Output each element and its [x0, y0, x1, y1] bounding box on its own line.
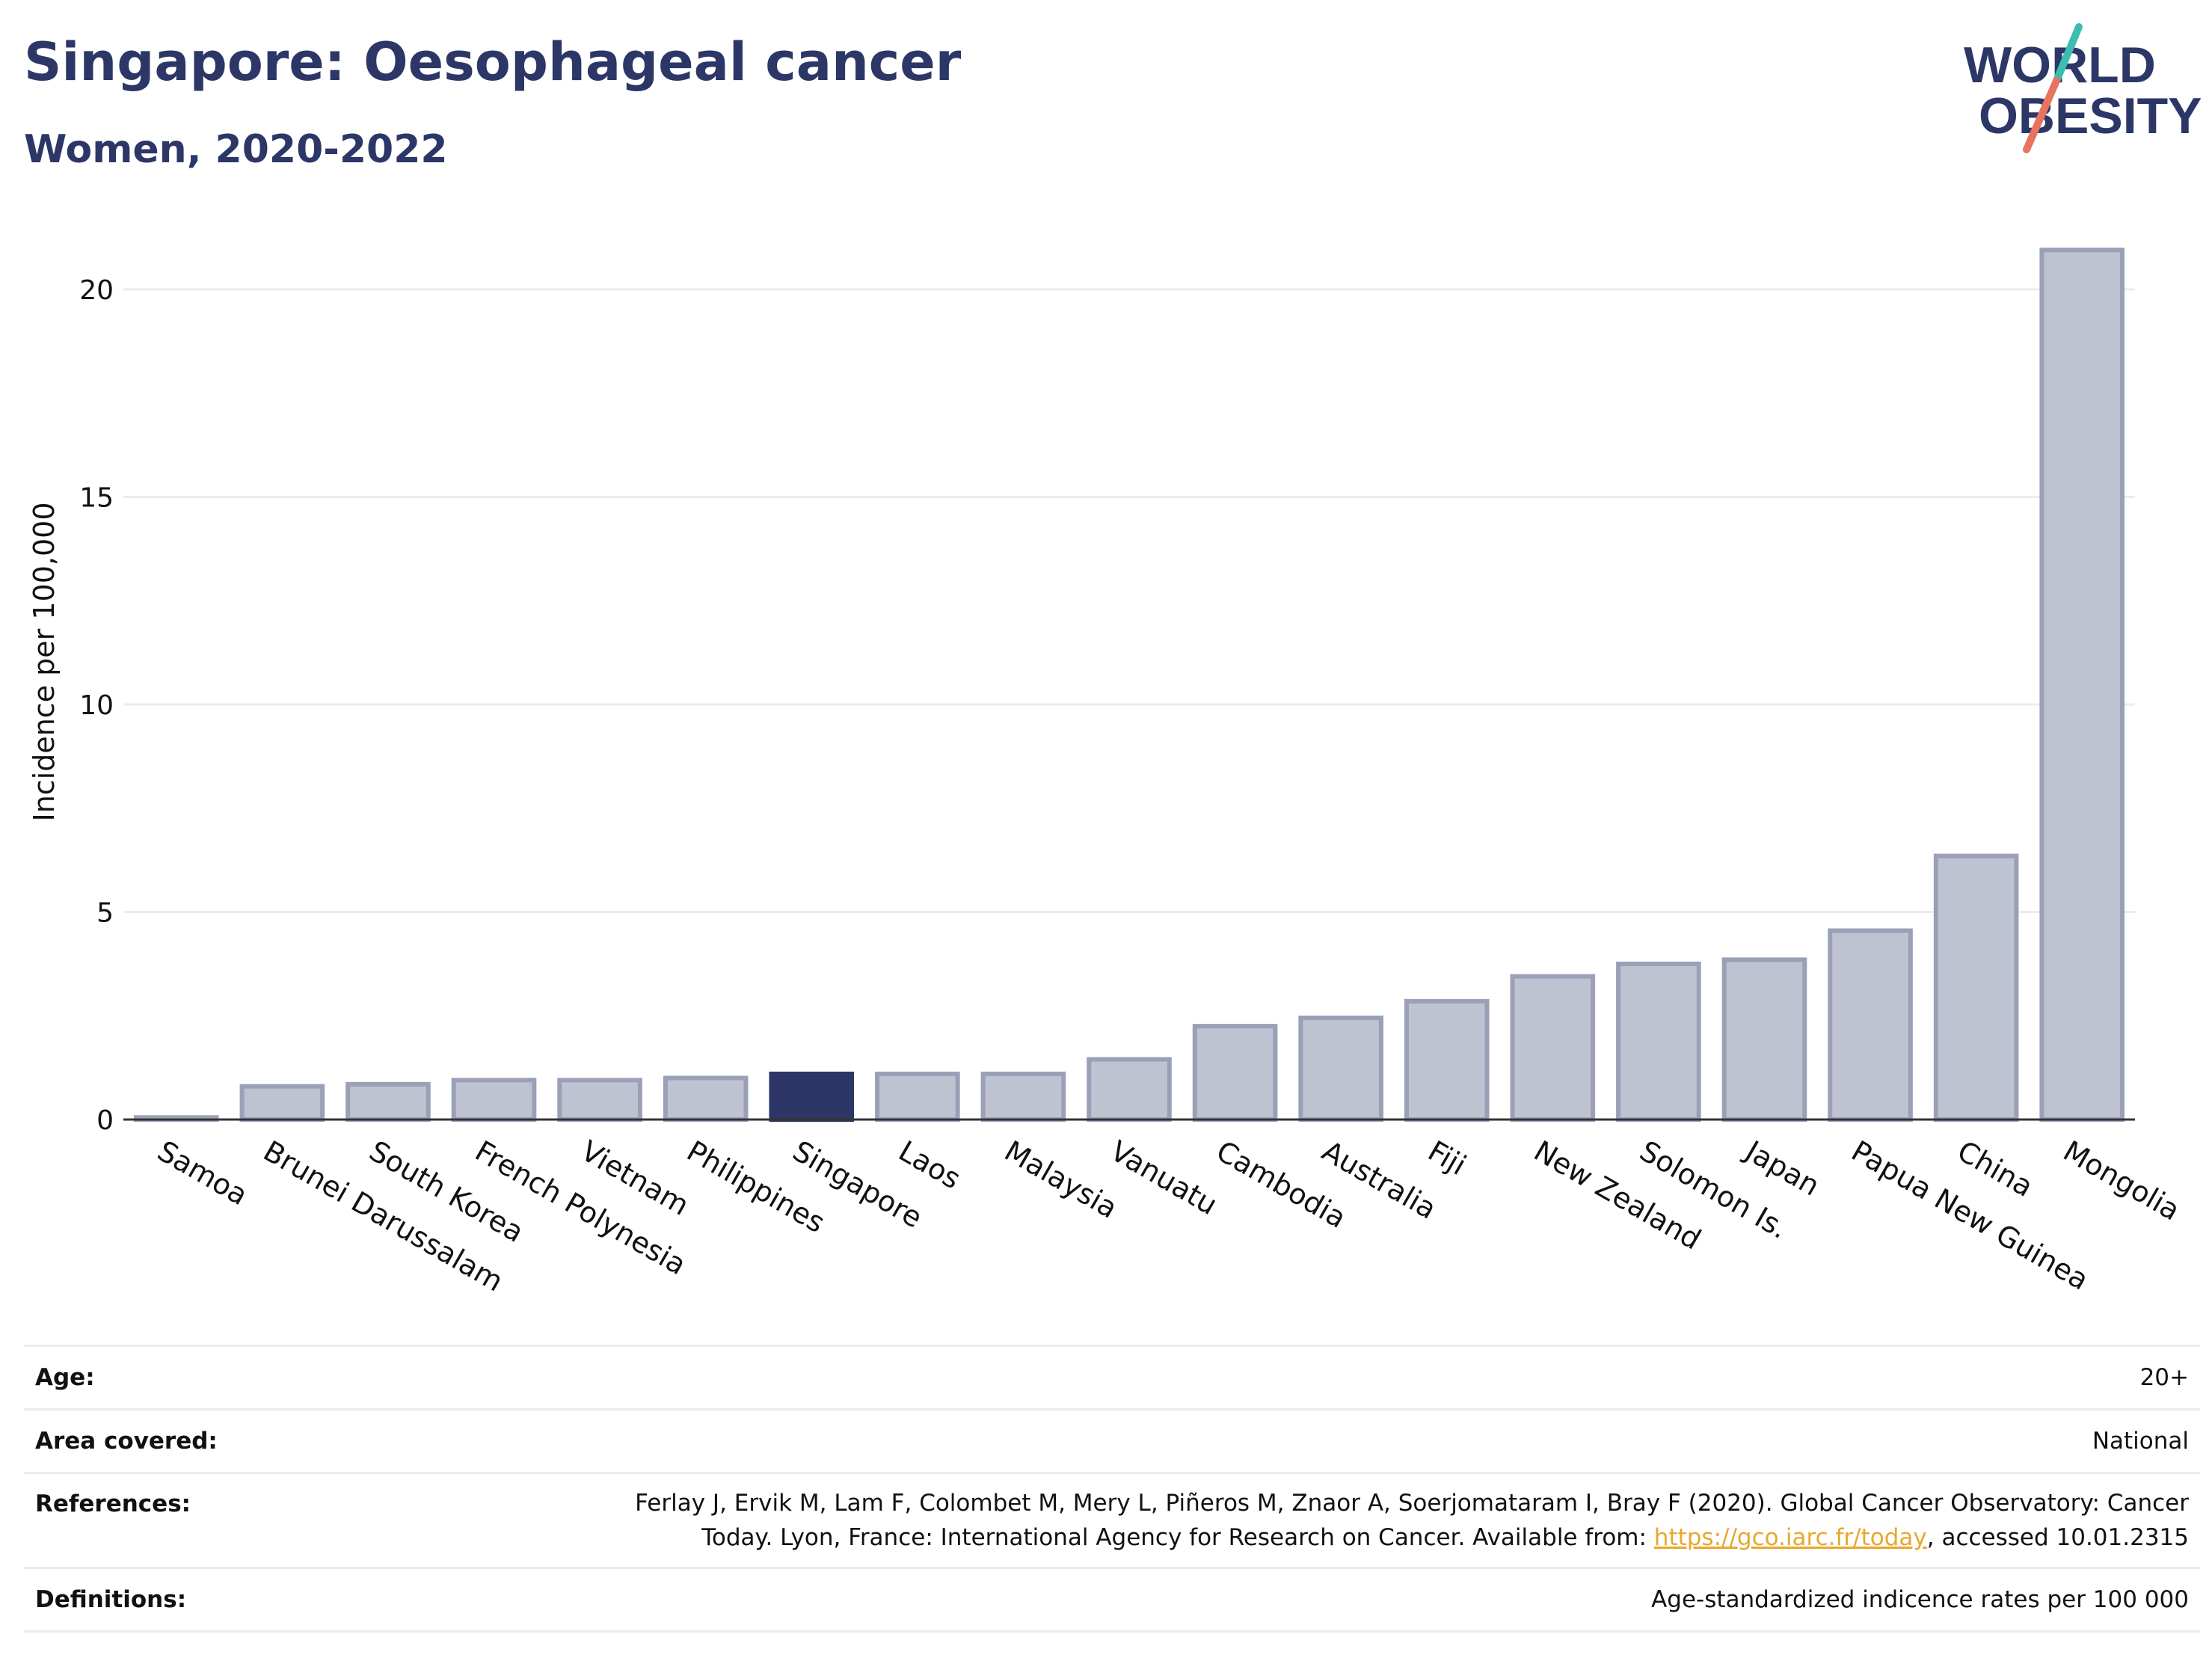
- logo-slash-teal: [2053, 23, 2083, 85]
- bar-new-zealand: [1510, 974, 1596, 1123]
- references-line2-pre: Today. Lyon, France: International Agenc…: [701, 1524, 1654, 1551]
- age-label: Age:: [35, 1364, 95, 1391]
- bar-papua-new-guinea: [1828, 928, 1913, 1122]
- info-row-age: Age: 20+: [24, 1345, 2200, 1408]
- bar-philippines: [663, 1075, 749, 1122]
- x-tick-label-mongolia: Mongolia: [2058, 1134, 2186, 1227]
- bars: [133, 248, 2125, 1123]
- bar-malaysia: [980, 1071, 1066, 1122]
- y-axis-ticks: 0 5 10 15 20: [79, 275, 114, 1136]
- x-tick-label-vanuatu: Vanuatu: [1105, 1134, 1223, 1221]
- y-axis-label: Incidence per 100,000: [28, 502, 61, 821]
- x-tick-label-malaysia: Malaysia: [999, 1134, 1123, 1225]
- x-tick-label-samoa: Samoa: [152, 1134, 253, 1212]
- y-tick-label-10: 10: [79, 690, 114, 721]
- grid-lines: [123, 288, 2135, 913]
- y-tick-label-5: 5: [96, 898, 114, 929]
- x-tick-label-laos: Laos: [893, 1134, 966, 1196]
- references-line2-post: , accessed 10.01.2315: [1926, 1524, 2189, 1551]
- info-table: Age: 20+ Area covered: National Referenc…: [24, 1345, 2200, 1633]
- bar-australia: [1298, 1016, 1383, 1123]
- bar-vietnam: [557, 1078, 642, 1123]
- y-tick-label-0: 0: [96, 1105, 114, 1136]
- bar-cambodia: [1192, 1024, 1278, 1122]
- x-tick-label-fiji: Fiji: [1422, 1134, 1472, 1182]
- logo-text-line2: OBESITY: [1979, 87, 2202, 144]
- y-tick-label-15: 15: [79, 483, 114, 514]
- info-row-definitions: Definitions: Age-standardized indicence …: [24, 1567, 2200, 1633]
- logo-slash-red: [2023, 77, 2060, 153]
- world-obesity-logo: WORLD OBESITY: [1964, 23, 2202, 153]
- bar-mongolia: [2039, 248, 2125, 1122]
- bar-brunei-darussalam: [239, 1084, 325, 1122]
- references-line1: Ferlay J, Ervik M, Lam F, Colombet M, Me…: [635, 1490, 2189, 1517]
- references-value: Ferlay J, Ervik M, Lam F, Colombet M, Me…: [635, 1486, 2200, 1555]
- info-row-references: References: Ferlay J, Ervik M, Lam F, Co…: [24, 1472, 2200, 1567]
- bar-china: [1933, 853, 2019, 1122]
- bar-solomon-is-: [1616, 961, 1701, 1122]
- bar-singapore: [769, 1071, 855, 1122]
- definitions-value: Age-standardized indicence rates per 100…: [1651, 1586, 2189, 1613]
- y-tick-label-20: 20: [79, 275, 114, 306]
- references-label: References:: [35, 1490, 191, 1517]
- area-label: Area covered:: [35, 1428, 218, 1455]
- info-row-area: Area covered: National: [24, 1408, 2200, 1472]
- age-value: 20+: [2139, 1364, 2189, 1391]
- bar-south-korea: [345, 1081, 431, 1122]
- bar-vanuatu: [1087, 1057, 1172, 1123]
- bar-japan: [1721, 957, 1807, 1122]
- bar-french-polynesia: [451, 1078, 537, 1123]
- references-link[interactable]: https://gco.iarc.fr/today: [1653, 1524, 1927, 1551]
- bar-fiji: [1404, 998, 1490, 1122]
- definitions-label: Definitions:: [35, 1586, 187, 1613]
- bar-laos: [875, 1071, 960, 1122]
- chart-title: Singapore: Oesophageal cancer: [24, 31, 962, 93]
- area-value: National: [2092, 1428, 2189, 1455]
- chart-subtitle: Women, 2020-2022: [24, 127, 448, 172]
